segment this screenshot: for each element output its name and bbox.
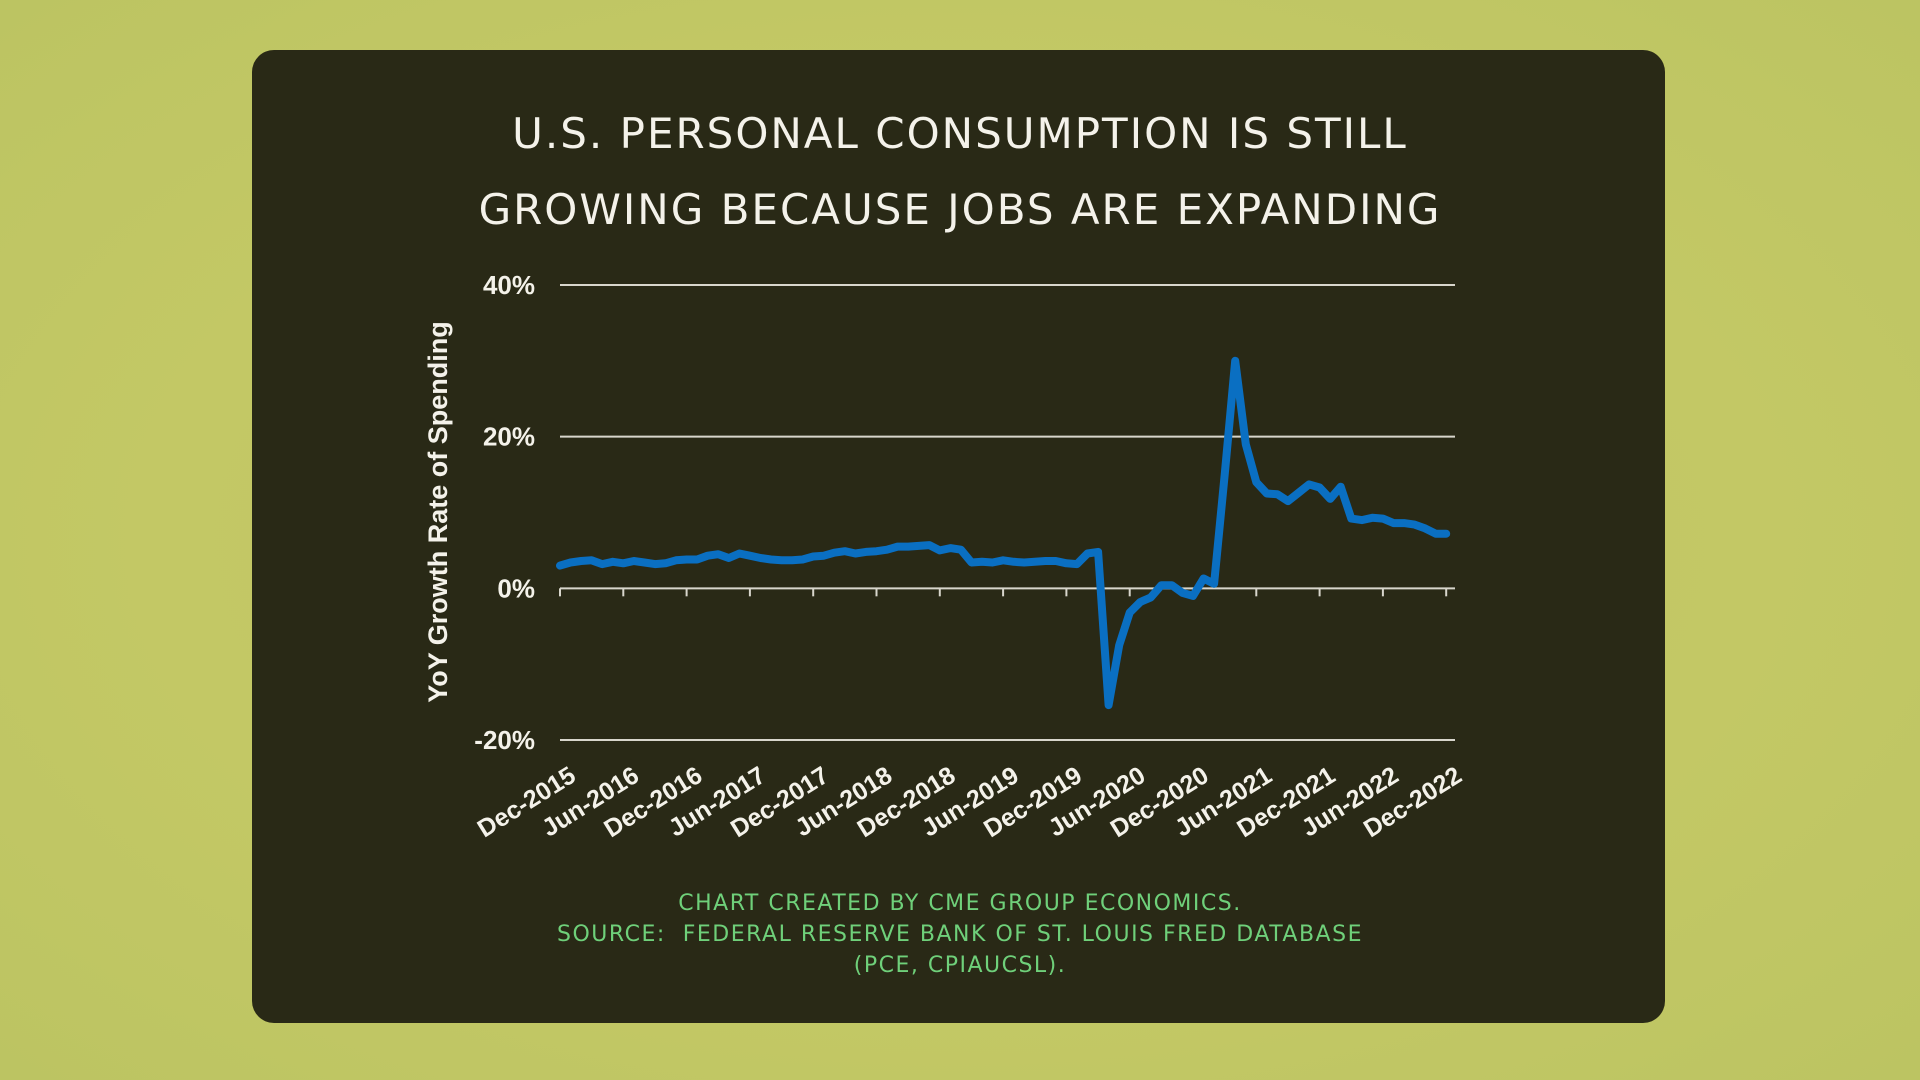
y-axis-label: YoY Growth Rate of Spending (423, 321, 453, 703)
series (556, 356, 1451, 710)
chart-title-line-2: GROWING BECAUSE JOBS ARE EXPANDING (478, 185, 1442, 234)
y-tick-label: 0% (497, 573, 535, 603)
y-tick-label: -20% (474, 725, 535, 755)
source-footer: CHART CREATED BY CME GROUP ECONOMICS. SO… (0, 888, 1920, 981)
x-axis (559, 588, 1448, 597)
series-line (556, 356, 1451, 710)
y-tick-labels: 40% 20% 0% -20% (474, 270, 535, 755)
chart-card (252, 50, 1665, 1023)
y-tick-label: 40% (483, 270, 535, 300)
footer-line-1: CHART CREATED BY CME GROUP ECONOMICS. (678, 891, 1242, 916)
chart-title-line-1: U.S. PERSONAL CONSUMPTION IS STILL (512, 109, 1408, 158)
footer-line-2: SOURCE: FEDERAL RESERVE BANK OF ST. LOUI… (557, 922, 1363, 947)
chart-title: U.S. PERSONAL CONSUMPTION IS STILL GROWI… (0, 96, 1920, 248)
x-tick-labels: Dec-2015Jun-2016Dec-2016Jun-2017Dec-2017… (473, 761, 1467, 843)
gridlines (560, 284, 1455, 741)
y-tick-label: 20% (483, 422, 535, 452)
footer-line-3: (PCE, CPIAUCSL). (853, 953, 1067, 978)
